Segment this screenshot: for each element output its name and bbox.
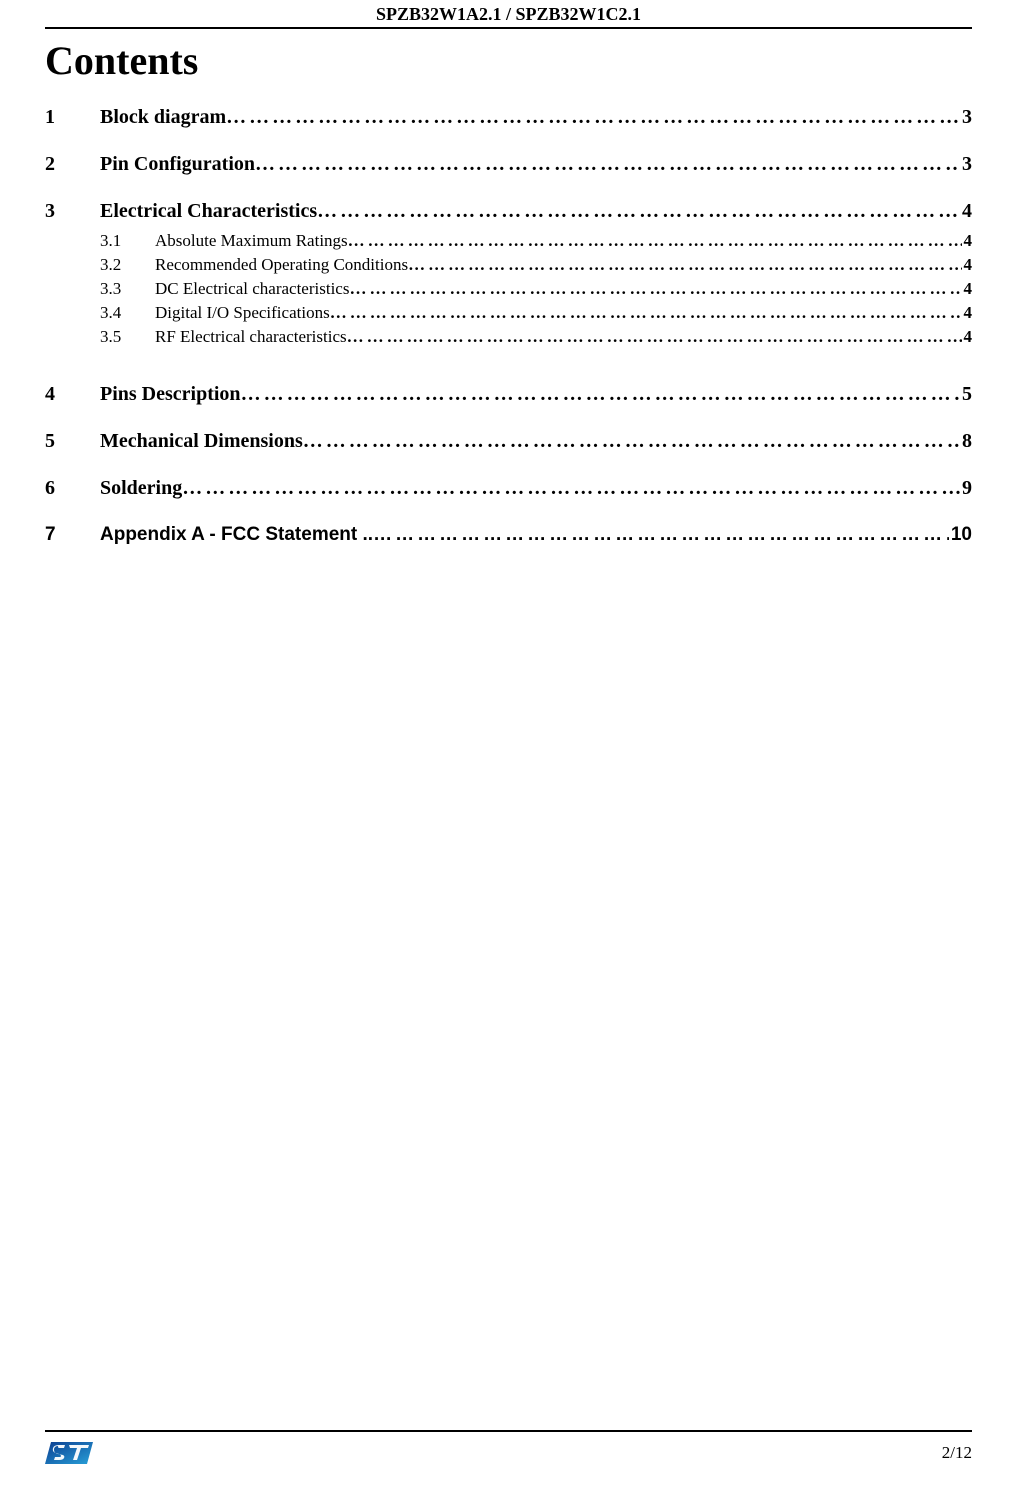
toc-entry-page: 8 (960, 430, 972, 453)
toc-entry: 7Appendix A - FCC Statement ..…………………………… (45, 524, 972, 546)
st-logo-icon (45, 1438, 97, 1468)
toc-entry-number: 3 (45, 200, 100, 223)
toc-entry-label: Mechanical Dimensions (100, 430, 303, 453)
toc-dots: …………………………………………………………………………………………………………… (303, 430, 960, 453)
toc-entry-label: Soldering (100, 477, 182, 500)
toc-sub-entry: 3.3DC Electrical characteristics …………………… (100, 279, 972, 299)
toc-entry-page: 3 (960, 106, 972, 129)
toc-entry-number: 4 (45, 383, 100, 406)
page-number: 2/12 (942, 1443, 972, 1463)
toc-entry-page: 9 (960, 477, 972, 500)
toc-entry-page: 3 (960, 153, 972, 176)
toc-sub-number: 3.2 (100, 255, 155, 275)
toc-dots: …………………………………………………………………………………………………………… (255, 153, 960, 176)
document-header: SPZB32W1A2.1 / SPZB32W1C2.1 (45, 0, 972, 29)
toc-entry: 6Soldering ……………………………………………………………………………… (45, 477, 972, 500)
toc-entry-number: 5 (45, 430, 100, 453)
contents-title: Contents (45, 37, 972, 84)
toc-entry-number: 7 (45, 524, 100, 546)
toc-entry: 1Block diagram …………………………………………………………………… (45, 106, 972, 129)
toc-sub-label: Recommended Operating Conditions (155, 255, 408, 275)
page-footer: 2/12 (45, 1430, 972, 1468)
toc-entry: 3Electrical Characteristics ………………………………… (45, 200, 972, 223)
toc-sub-page: 4 (962, 255, 973, 275)
toc-dots: …………………………………………………………………………………………………………… (226, 106, 960, 129)
toc-dots: …………………………………………………………………………………………………………… (347, 327, 962, 347)
toc-sub-page: 4 (962, 231, 973, 251)
toc-entry-page: 5 (960, 383, 972, 406)
toc-dots: …………………………………………………………………………………………………………… (373, 524, 949, 546)
toc-dots: …………………………………………………………………………………………………………… (182, 477, 960, 500)
toc-entry-number: 2 (45, 153, 100, 176)
toc-entry: 4Pins Description …………………………………………………………… (45, 383, 972, 406)
toc-sub-label: RF Electrical characteristics (155, 327, 347, 347)
toc-dots: …………………………………………………………………………………………………………… (241, 383, 960, 406)
toc-entry-label: Appendix A - FCC Statement .. (100, 524, 373, 546)
toc-sub-number: 3.4 (100, 303, 155, 323)
toc-sub-page: 4 (962, 279, 973, 299)
toc-sub-number: 3.3 (100, 279, 155, 299)
toc-entry-label: Pin Configuration (100, 153, 255, 176)
toc-entry-page: 4 (960, 200, 972, 223)
toc-entry-label: Pins Description (100, 383, 241, 406)
toc-sub-entry: 3.2Recommended Operating Conditions …………… (100, 255, 972, 275)
toc-sub-entry: 3.1Absolute Maximum Ratings ………………………………… (100, 231, 972, 251)
toc-sub-label: Digital I/O Specifications (155, 303, 330, 323)
toc-dots: …………………………………………………………………………………………………………… (330, 303, 962, 323)
toc-dots: …………………………………………………………………………………………………………… (349, 279, 961, 299)
toc-entry: 2Pin Configuration ………………………………………………………… (45, 153, 972, 176)
document-page: SPZB32W1A2.1 / SPZB32W1C2.1 Contents 1Bl… (0, 0, 1017, 1488)
toc-sub-entry: 3.5RF Electrical characteristics …………………… (100, 327, 972, 347)
toc-sub-number: 3.1 (100, 231, 155, 251)
toc-dots: …………………………………………………………………………………………………………… (348, 231, 962, 251)
toc-dots: …………………………………………………………………………………………………………… (317, 200, 960, 223)
toc-entry-number: 6 (45, 477, 100, 500)
toc-sub-page: 4 (962, 327, 973, 347)
toc-entry-page: 10 (949, 524, 972, 546)
toc-entry-label: Electrical Characteristics (100, 200, 317, 223)
toc-entry-number: 1 (45, 106, 100, 129)
toc-sub-label: Absolute Maximum Ratings (155, 231, 348, 251)
toc-sub-label: DC Electrical characteristics (155, 279, 349, 299)
toc-dots: …………………………………………………………………………………………………………… (408, 255, 961, 275)
toc-sub-number: 3.5 (100, 327, 155, 347)
toc-entry: 5Mechanical Dimensions ……………………………………………… (45, 430, 972, 453)
table-of-contents: 1Block diagram …………………………………………………………………… (45, 106, 972, 546)
toc-entry-label: Block diagram (100, 106, 226, 129)
toc-sub-page: 4 (962, 303, 973, 323)
toc-sub-entry: 3.4Digital I/O Specifications …………………………… (100, 303, 972, 323)
